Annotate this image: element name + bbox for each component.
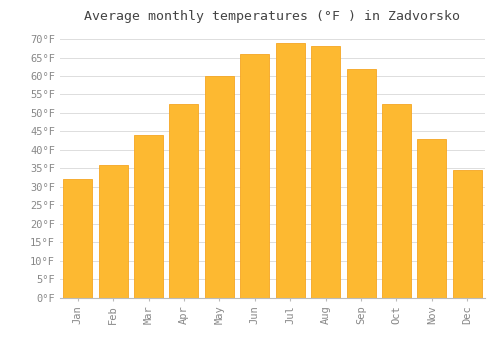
Bar	[382, 104, 411, 298]
Bar	[276, 43, 304, 298]
Bar	[311, 47, 340, 298]
Bar	[98, 164, 128, 298]
Bar	[240, 54, 270, 298]
Bar	[418, 139, 446, 298]
Bar	[346, 69, 376, 298]
Bar	[134, 135, 163, 298]
Bar	[63, 179, 92, 298]
Bar	[170, 104, 198, 298]
Title: Average monthly temperatures (°F ) in Zadvorsko: Average monthly temperatures (°F ) in Za…	[84, 10, 460, 23]
Bar	[205, 76, 234, 298]
Bar	[453, 170, 482, 298]
